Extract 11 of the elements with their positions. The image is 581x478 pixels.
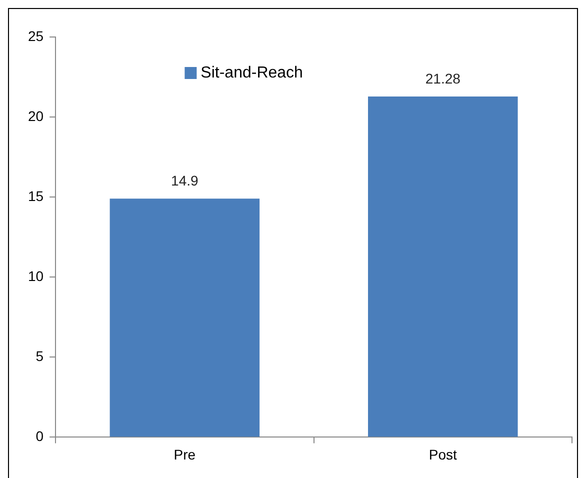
data-label: 14.9 bbox=[171, 172, 199, 189]
x-tick-label: Pre bbox=[174, 446, 196, 462]
x-tick-label: Post bbox=[428, 446, 458, 462]
y-tick-label: 5 bbox=[36, 348, 44, 364]
legend-label: Sit-and-Reach bbox=[200, 64, 303, 82]
y-tick-label: 25 bbox=[28, 28, 44, 44]
y-tick-label: 0 bbox=[36, 428, 44, 444]
y-tick-label: 10 bbox=[28, 268, 44, 284]
data-label: 21.28 bbox=[425, 70, 461, 86]
y-tick-label: 15 bbox=[28, 188, 44, 204]
y-tick-label: 20 bbox=[28, 108, 44, 124]
